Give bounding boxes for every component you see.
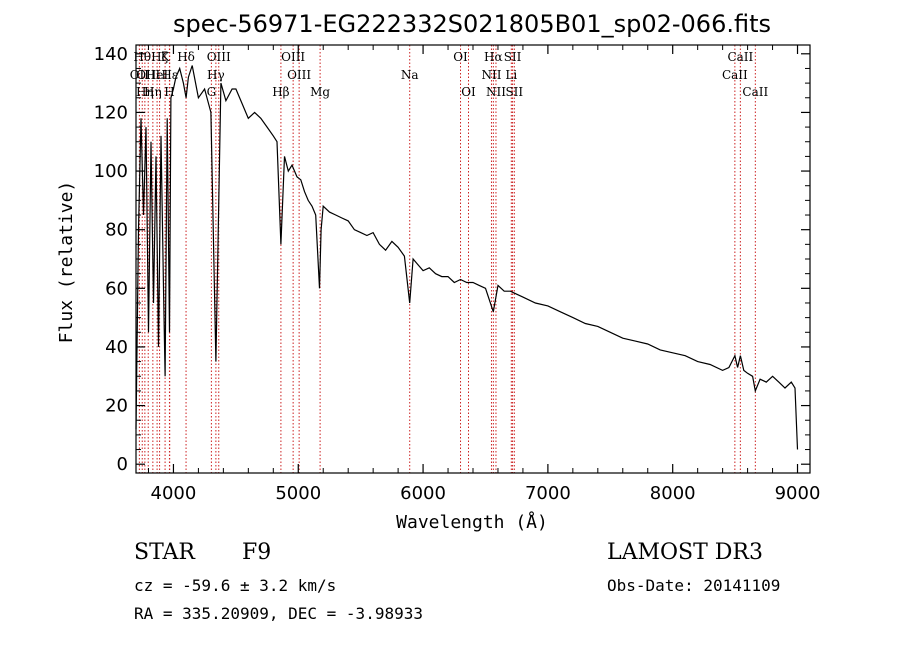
survey-name: LAMOST DR3 (607, 540, 763, 565)
x-tick-label: 9000 (775, 483, 821, 504)
line-marker-label: CaII (722, 68, 748, 82)
spectrum-line (135, 65, 799, 450)
line-marker-label: Hη (136, 85, 154, 99)
y-tick-label: 140 (94, 44, 128, 65)
line-marker-label: Mg (310, 85, 330, 99)
line-marker-label: OIII (281, 50, 305, 64)
line-marker-label: CaII (742, 85, 768, 99)
line-marker-label: Hα (484, 50, 503, 64)
coordinates: RA = 335.20909, DEC = -3.98933 (134, 604, 423, 623)
line-marker-label: Na (401, 68, 419, 82)
y-tick-label: 40 (105, 337, 128, 358)
line-marker-label: HeI (146, 68, 169, 82)
object-class: STAR (134, 540, 195, 565)
redshift-cz: cz = -59.6 ± 3.2 km/s (134, 576, 337, 595)
x-tick-label: 4000 (151, 483, 197, 504)
line-marker-label: H (164, 85, 174, 99)
line-marker-label: OI (461, 85, 476, 99)
line-marker-label: G (207, 85, 217, 99)
x-axis-label: Wavelength (Å) (396, 511, 548, 533)
line-marker-label: OIII (287, 68, 311, 82)
x-tick-label: 8000 (650, 483, 696, 504)
line-marker-labels: OIIHθHηOIIIHηHeIHζKHHεHδGHγOIIIHβOIIIOII… (130, 50, 769, 99)
line-marker-label: CaII (727, 50, 753, 64)
line-marker-label: SII (505, 85, 523, 99)
y-tick-label: 20 (105, 396, 128, 417)
line-marker-label: NII (486, 85, 506, 99)
x-tick-label: 5000 (275, 483, 321, 504)
line-marker-label: Hη (144, 85, 162, 99)
chart-title: spec-56971-EG222332S021805B01_sp02-066.f… (173, 10, 771, 38)
line-marker-label: K (161, 50, 171, 64)
line-marker-label: Hζ (151, 50, 168, 64)
observation-date: Obs-Date: 20141109 (607, 576, 781, 595)
y-axis-label: Flux (relative) (56, 181, 77, 344)
line-marker-label: NII (481, 68, 501, 82)
line-marker-label: Hε (161, 68, 178, 82)
y-tick-label: 100 (94, 161, 128, 182)
line-marker-label: OI (453, 50, 468, 64)
plot-frame (135, 44, 811, 474)
y-tick-label: 80 (105, 220, 128, 241)
y-tick-label: 120 (94, 102, 128, 123)
y-tick-label: 60 (105, 278, 128, 299)
x-axis-ticks: 4000 5000 6000 7000 8000 9000 (147, 45, 821, 504)
object-subclass: F9 (242, 540, 272, 565)
x-tick-label: 7000 (525, 483, 571, 504)
line-markers (138, 45, 756, 473)
line-marker-label: Li (505, 68, 517, 82)
line-marker-label: OII (130, 68, 150, 82)
line-marker-label: SII (504, 50, 522, 64)
line-marker-label: Hδ (177, 50, 195, 64)
y-tick-label: 0 (117, 454, 128, 475)
x-tick-label: 6000 (400, 483, 446, 504)
y-axis-ticks: 0 20 40 60 80 100 120 140 (94, 44, 810, 475)
line-marker-label: OIII (207, 50, 231, 64)
line-marker-label: Hγ (207, 68, 225, 82)
line-marker-label: OIII (136, 68, 160, 82)
line-marker-label: Hβ (272, 85, 289, 99)
